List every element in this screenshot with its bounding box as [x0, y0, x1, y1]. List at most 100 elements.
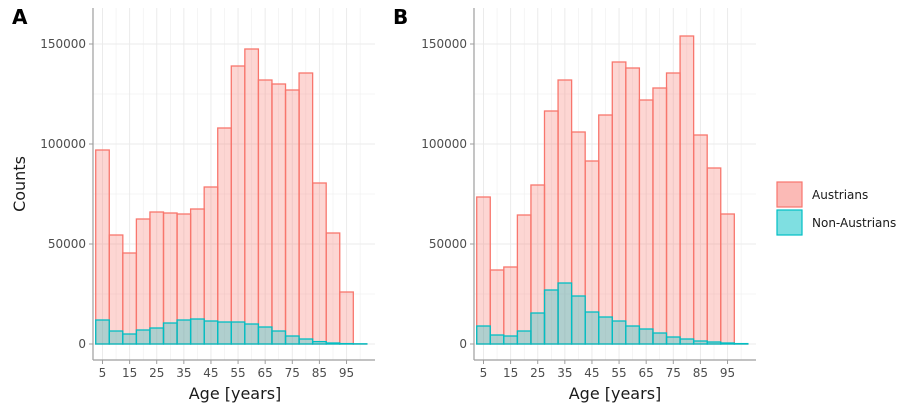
- legend-key-non-austrians: [776, 209, 803, 236]
- panel-b-non-austrians-bar: [570, 295, 586, 345]
- panel-a-non-austrians-bar: [122, 333, 138, 345]
- panel-a-y-axis-title: Counts: [10, 156, 29, 212]
- panel-b-y-tick-label: 100000: [421, 137, 467, 151]
- panel-a-austrians-bar: [122, 252, 138, 345]
- panel-b-non-austrians-bar: [489, 334, 505, 345]
- panel-b-non-austrians-bar: [530, 312, 546, 345]
- panel-a-austrians-bar: [271, 83, 287, 345]
- panel-b-austrians-bar: [720, 213, 735, 345]
- panel-a-non-austrians-bar: [108, 330, 124, 345]
- panel-a-austrians-bar: [244, 48, 260, 345]
- panel-a-x-tick-label: 55: [230, 366, 245, 380]
- panel-a-austrians-bar: [311, 182, 327, 345]
- panel-b-austrians-bar: [598, 114, 613, 345]
- panel-b-austrians-bar: [476, 196, 491, 345]
- panel-a-austrians-bar: [284, 89, 300, 345]
- panel-b-non-austrians-bar: [652, 332, 668, 345]
- panel-a-non-austrians-bar: [149, 327, 165, 345]
- panel-b-austrians-bar: [652, 87, 668, 345]
- panel-b-tag: B: [393, 5, 408, 29]
- panel-b-gridlines: [474, 8, 756, 360]
- panel-b-austrians-bar: [706, 167, 722, 345]
- legend-label-non-austrians: Non-Austrians: [812, 216, 896, 230]
- panel-a-gridlines: [93, 8, 375, 360]
- panel-b-non-austrians-bar: [598, 316, 613, 345]
- panel-b-non-austrians-bars: [476, 282, 749, 345]
- panel-b-austrians-bar: [489, 269, 505, 345]
- panel-b-austrians-bar: [625, 67, 641, 345]
- panel-b-x-tick-labels: 5 15 25 35 45 55 65 75 85 95: [480, 360, 735, 380]
- panel-a-y-tick-label: 150000: [40, 37, 86, 51]
- panel-b-austrians-bar: [665, 72, 681, 345]
- panel-a-austrians-bar: [339, 291, 354, 345]
- panel-a-austrians-bar: [257, 79, 273, 345]
- panel-b-non-austrians-bar: [638, 328, 654, 345]
- panel-a-x-tick-label: 15: [122, 366, 137, 380]
- panel-b-non-austrians-bar: [503, 335, 519, 345]
- panel-a-x-tick-label: 5: [99, 366, 107, 380]
- legend-label-austrians: Austrians: [812, 188, 868, 202]
- panel-a-non-austrians-bar: [325, 342, 341, 345]
- panel-a-non-austrians-bar: [217, 321, 232, 345]
- panel-a-austrians-bar: [108, 234, 124, 345]
- panel-a-non-austrians-bar: [298, 338, 314, 345]
- panel-a-x-tick-label: 35: [176, 366, 191, 380]
- panel-b-y-tick-label: 0: [459, 337, 467, 351]
- panel-b-x-tick-label: 95: [720, 366, 735, 380]
- panel-a-non-austrians-bar: [162, 322, 178, 345]
- panel-b-non-austrians-bar: [543, 289, 559, 345]
- panel-b-non-austrians-bar: [625, 325, 641, 345]
- panel-a-austrians-bar: [298, 72, 314, 345]
- panel-a-x-tick-label: 65: [258, 366, 273, 380]
- panel-b-austrians-bar: [503, 266, 519, 345]
- panel-b-austrians-bar: [516, 214, 532, 345]
- panel-b-y-tick-labels: 0 50000 100000 150000: [421, 37, 474, 351]
- panel-b-non-austrians-bar: [706, 341, 722, 345]
- panel-a-x-tick-label: 85: [312, 366, 327, 380]
- panel-a-non-austrians-bar: [271, 330, 287, 345]
- panel-a-y-tick-label: 100000: [40, 137, 86, 151]
- panel-b-non-austrians-bar: [692, 340, 708, 345]
- panel-a-austrians-bar: [95, 149, 110, 345]
- panel-b-non-austrians-bar: [516, 330, 532, 345]
- panel-a-tag: A: [12, 5, 28, 29]
- panel-b-x-tick-label: 45: [584, 366, 599, 380]
- panel-a-x-tick-labels: 5 15 25 35 45 55 65 75 85 95: [99, 360, 354, 380]
- panel-a-x-tick-label: 95: [339, 366, 354, 380]
- panel-b-non-austrians-bar: [557, 282, 573, 345]
- panel-b-austrians-bar: [611, 61, 627, 345]
- panel-b-y-tick-label: 150000: [421, 37, 467, 51]
- panel-b-austrians-bars: [476, 35, 749, 345]
- panel-a-non-austrians-bar: [230, 321, 246, 345]
- panel-b-x-tick-label: 25: [530, 366, 545, 380]
- panel-b-austrians-bar: [679, 35, 695, 345]
- panel-b-non-austrians-bar: [611, 320, 627, 345]
- panel-a-y-tick-label: 50000: [48, 237, 86, 251]
- panel-b-non-austrians-bar: [476, 325, 491, 345]
- legend-key-austrians: [776, 181, 803, 208]
- panel-a-x-tick-label: 75: [285, 366, 300, 380]
- panel-b-non-austrians-bar: [584, 311, 600, 345]
- panel-b-non-austrians-bar: [679, 338, 695, 345]
- panel-a-austrians-bar: [230, 65, 246, 345]
- panel-a-austrians-bar: [325, 232, 341, 345]
- panel-a-non-austrians-bar: [257, 326, 273, 345]
- panel-b-x-tick-label: 85: [693, 366, 708, 380]
- panel-b-austrians-bar: [638, 99, 654, 345]
- panel-a-austrians-bar: [217, 127, 232, 345]
- panel-a-austrians-bar: [149, 211, 165, 345]
- panel-b-non-austrians-bar: [665, 336, 681, 345]
- panel-a-non-austrians-bar: [311, 340, 327, 345]
- panel-a-x-tick-label: 25: [149, 366, 164, 380]
- panel-b-x-tick-label: 55: [611, 366, 626, 380]
- panel-b-x-tick-label: 65: [639, 366, 654, 380]
- panel-b-y-tick-label: 50000: [429, 237, 467, 251]
- panel-a-austrians-bars: [95, 48, 368, 345]
- panel-a: A Counts Age [years] 5 15 25 35 45 55 65 75 85 95…: [10, 5, 375, 403]
- panel-a-non-austrians-bar: [95, 319, 110, 345]
- panel-a-non-austrians-bar: [244, 323, 260, 345]
- panel-a-non-austrians-bar: [203, 320, 219, 345]
- panel-a-austrians-bar: [135, 218, 151, 345]
- panel-a-non-austrians-bar: [135, 329, 151, 345]
